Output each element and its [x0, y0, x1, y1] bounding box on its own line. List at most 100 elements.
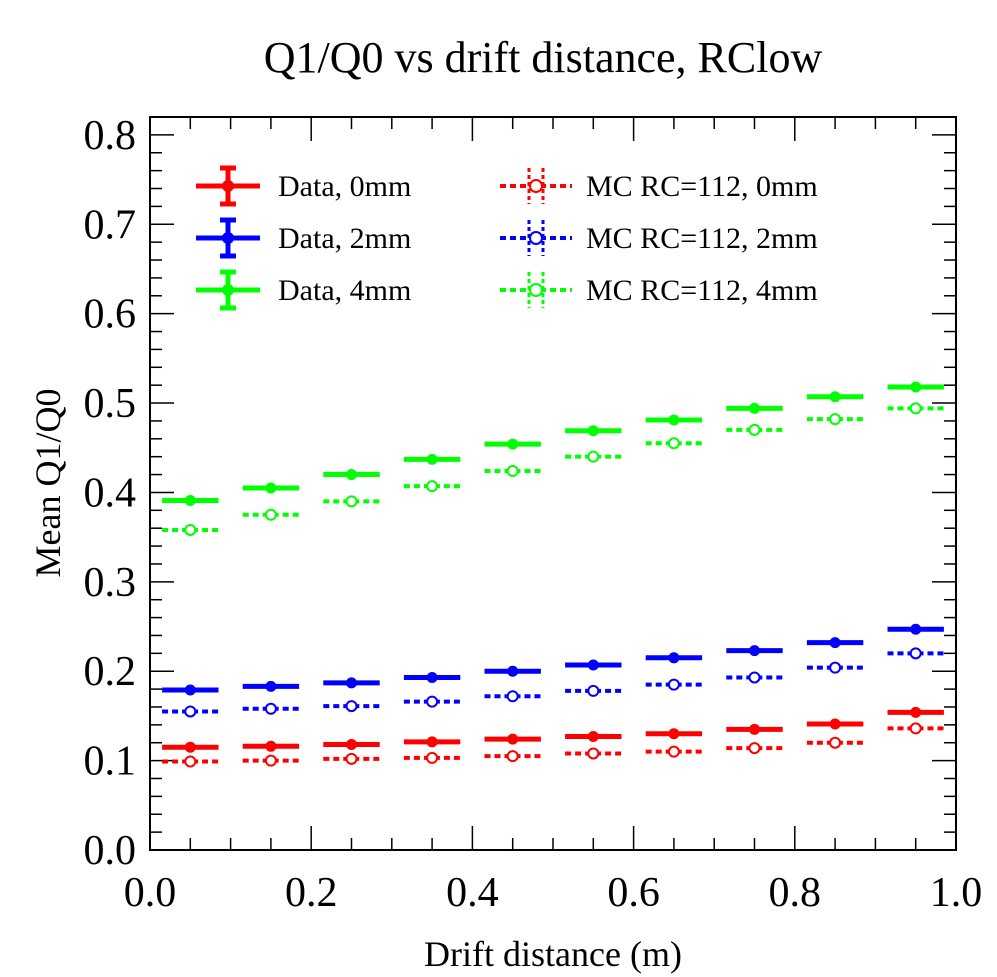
y-tick-label: 0.3	[84, 560, 137, 606]
y-tick-label: 0.6	[84, 292, 137, 338]
x-axis-label: Drift distance (m)	[424, 934, 682, 974]
legend-label: Data, 4mm	[278, 274, 411, 307]
mc-point	[667, 745, 680, 758]
y-tick-label: 0.5	[84, 381, 137, 427]
data-point	[184, 494, 196, 506]
data-point	[426, 671, 438, 683]
data-point	[587, 659, 599, 671]
x-tick-label: 0.2	[285, 870, 338, 916]
data-point	[910, 623, 922, 635]
mc-point	[748, 671, 761, 684]
data-point	[587, 730, 599, 742]
mc-point	[426, 695, 439, 708]
series-data-2	[162, 381, 944, 506]
legend-entry: MC RC=112, 4mm	[500, 272, 818, 308]
mc-point	[184, 755, 197, 768]
y-axis-label: Mean Q1/Q0	[28, 389, 68, 578]
series-mc-4	[162, 647, 944, 718]
chart-title: Q1/Q0 vs drift distance, RClow	[264, 33, 823, 82]
legend-label: MC RC=112, 2mm	[586, 222, 818, 255]
legend-label: Data, 0mm	[278, 170, 411, 203]
x-tick-label: 0.8	[769, 870, 822, 916]
data-point	[184, 741, 196, 753]
legend-marker	[222, 284, 234, 296]
legend-entry: MC RC=112, 2mm	[500, 220, 818, 256]
mc-point	[264, 508, 277, 521]
data-marks	[162, 381, 944, 768]
mc-point	[829, 661, 842, 674]
data-point	[910, 706, 922, 718]
data-point	[507, 438, 519, 450]
mc-point	[587, 747, 600, 760]
series-mc-3	[162, 722, 944, 768]
mc-point	[184, 705, 197, 718]
data-point	[829, 637, 841, 649]
mc-point	[587, 450, 600, 463]
x-tick-label: 0.0	[124, 870, 177, 916]
mc-point	[426, 751, 439, 764]
mc-point	[829, 413, 842, 426]
data-point	[829, 391, 841, 403]
legend-entry: Data, 0mm	[196, 165, 411, 207]
data-point	[587, 425, 599, 437]
legend-marker	[222, 180, 234, 192]
data-point	[507, 733, 519, 745]
data-point	[346, 739, 357, 751]
mc-point	[345, 495, 358, 508]
legend-entry: Data, 2mm	[196, 217, 411, 259]
legend-marker	[529, 179, 543, 193]
legend-marker	[529, 231, 543, 245]
legend-entry: Data, 4mm	[196, 269, 411, 311]
data-point	[426, 736, 438, 748]
x-tick-label: 1.0	[930, 870, 983, 916]
mc-point	[264, 702, 277, 715]
x-tick-label: 0.6	[607, 870, 660, 916]
mc-point	[829, 736, 842, 749]
data-point	[346, 677, 357, 689]
series-mc-5	[162, 402, 944, 536]
data-point	[910, 381, 922, 393]
mc-point	[667, 678, 680, 691]
mc-point	[748, 423, 761, 436]
axis-ticks: 0.0 0.2 0.4 0.6 0.8 1.0 0.0 0.1 0.2 0.3 0.4 0.5 0.6 0…	[84, 113, 983, 916]
y-tick-label: 0.4	[84, 470, 137, 516]
data-point	[346, 469, 357, 481]
data-point	[507, 665, 519, 677]
data-point	[749, 402, 760, 414]
legend-label: Data, 2mm	[278, 222, 411, 255]
y-tick-label: 0.7	[84, 202, 137, 248]
data-point	[668, 728, 680, 740]
data-point	[184, 684, 196, 696]
mc-point	[587, 684, 600, 697]
data-point	[749, 723, 760, 735]
series-data-0	[162, 706, 944, 753]
y-tick-label: 0.0	[84, 828, 137, 874]
series-data-1	[162, 623, 944, 696]
y-tick-label: 0.2	[84, 649, 137, 695]
mc-point	[345, 700, 358, 713]
data-point	[265, 740, 277, 752]
mc-point	[667, 437, 680, 450]
data-point	[668, 414, 680, 426]
mc-point	[184, 523, 197, 536]
mc-point	[506, 464, 519, 477]
data-point	[426, 453, 438, 465]
y-tick-label: 0.8	[84, 113, 137, 159]
mc-point	[506, 750, 519, 763]
mc-point	[748, 742, 761, 755]
legend-label: MC RC=112, 4mm	[586, 274, 818, 307]
legend-entry: MC RC=112, 0mm	[500, 168, 818, 204]
data-point	[749, 645, 760, 657]
mc-point	[909, 647, 922, 660]
data-point	[668, 652, 680, 664]
legend-marker	[529, 283, 543, 297]
data-point	[829, 718, 841, 730]
mc-point	[426, 480, 439, 493]
legend: Data, 0mm Data, 2mm Data, 4mm MC RC=112, 0m…	[196, 165, 818, 311]
legend-label: MC RC=112, 0mm	[586, 170, 818, 203]
data-point	[265, 680, 277, 692]
mc-point	[264, 754, 277, 767]
y-tick-label: 0.1	[84, 739, 137, 785]
mc-point	[909, 722, 922, 735]
